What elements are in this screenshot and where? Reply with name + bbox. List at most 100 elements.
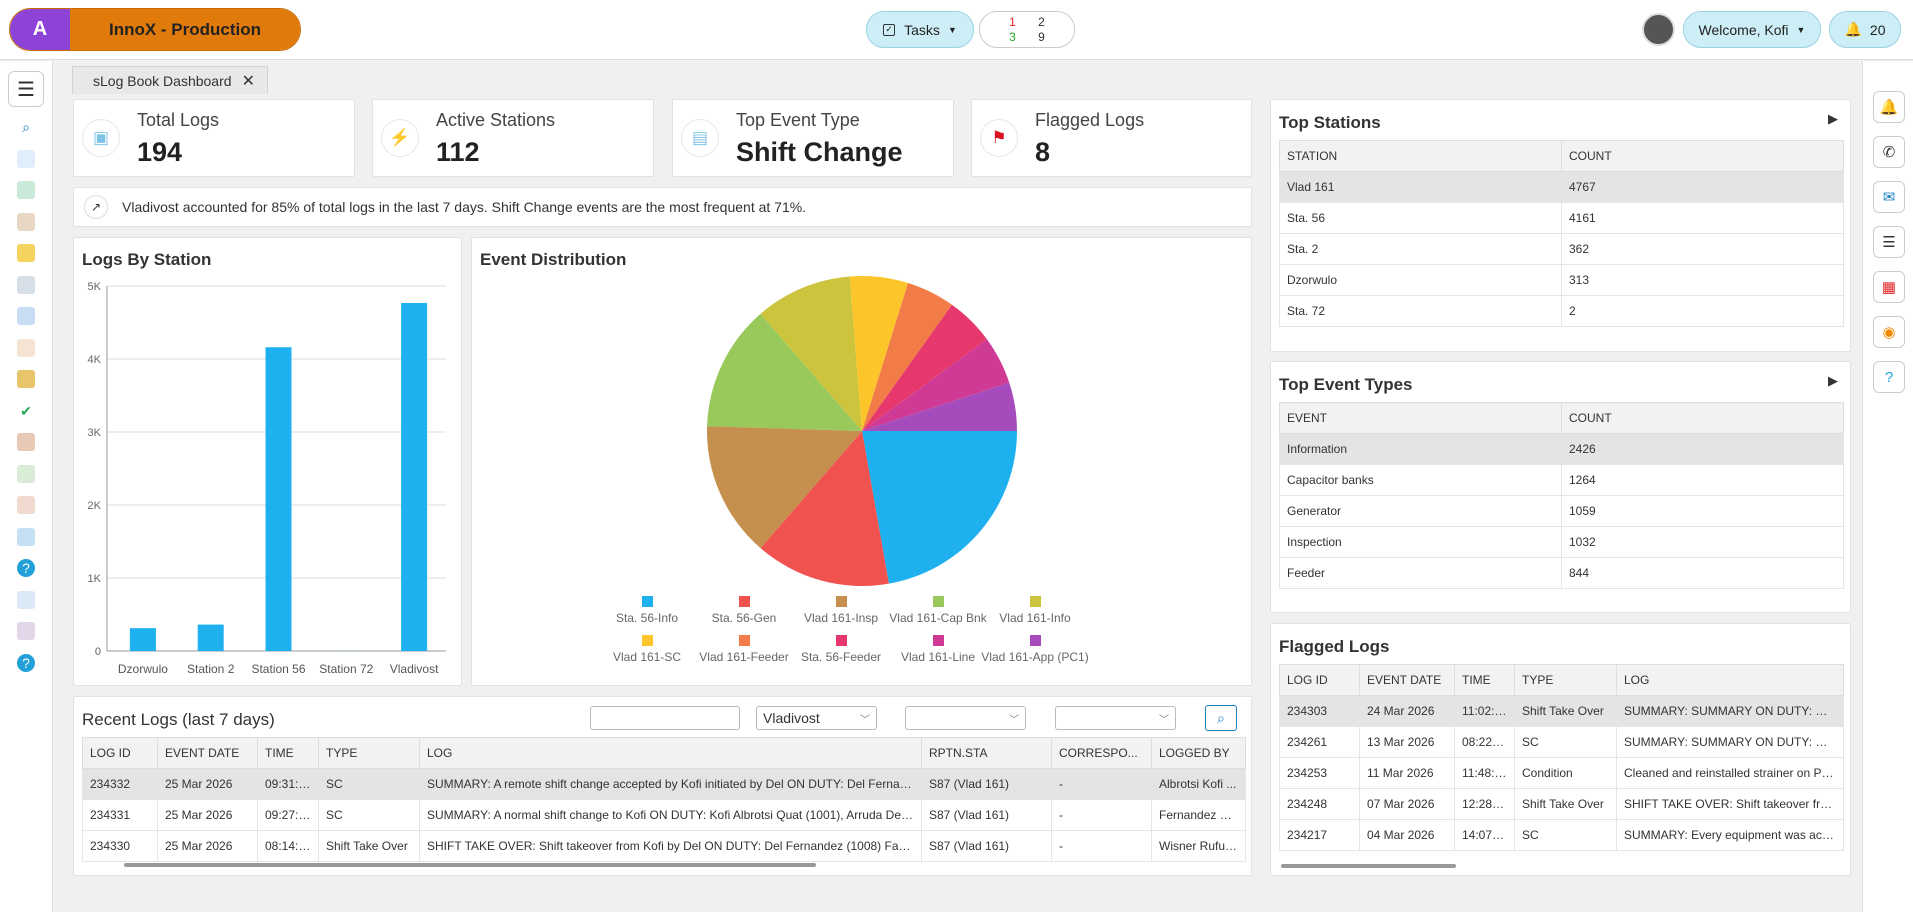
gauge-icon[interactable]	[17, 339, 35, 357]
table-row[interactable]: Sta. 56 4161	[1279, 202, 1844, 234]
welcome-menu[interactable]: Welcome, Kofi ▼	[1683, 11, 1821, 48]
tasks-button[interactable]: ✓ Tasks ▼	[866, 11, 974, 48]
rss-icon[interactable]: ◉	[1873, 316, 1905, 348]
col-header[interactable]: EVENT DATE	[1359, 664, 1455, 696]
mail-icon[interactable]: ✉	[1873, 181, 1905, 213]
horizontal-scrollbar[interactable]	[124, 863, 816, 867]
col-header[interactable]: RPTN.STA	[921, 737, 1052, 769]
col-header[interactable]: STATION	[1279, 140, 1562, 172]
table-row[interactable]: 234331 25 Mar 2026 09:27:29 SC SUMMARY: A no…	[82, 799, 1246, 831]
pie-slice[interactable]	[849, 276, 909, 431]
col-header[interactable]: COUNT	[1561, 140, 1844, 172]
col-header[interactable]: TIME	[1454, 664, 1515, 696]
notifications-button[interactable]: 🔔 20	[1829, 11, 1901, 48]
pie-slice[interactable]	[862, 282, 952, 431]
legend-item[interactable]: Vlad 161-Feeder	[689, 635, 799, 664]
legend-item[interactable]: Sta. 56-Gen	[689, 596, 799, 625]
avatar[interactable]	[1642, 13, 1675, 46]
col-header[interactable]: EVENT DATE	[157, 737, 258, 769]
calendar-icon[interactable]: ▦	[1873, 271, 1905, 303]
team-icon[interactable]	[17, 622, 35, 640]
table-row[interactable]: Sta. 72 2	[1279, 295, 1844, 327]
col-header[interactable]: CORRESPO...	[1051, 737, 1152, 769]
pie-slice[interactable]	[862, 382, 1017, 431]
help-icon-2[interactable]: ?	[17, 654, 35, 672]
table-row[interactable]: Feeder 844	[1279, 557, 1844, 589]
search-input[interactable]	[590, 706, 740, 730]
pie-slice[interactable]	[707, 426, 862, 549]
legend-item[interactable]: Vlad 161-Info	[980, 596, 1090, 625]
help-icon[interactable]: ?	[17, 559, 35, 577]
bell-icon[interactable]: 🔔	[1873, 91, 1905, 123]
play-icon[interactable]: ▶	[1828, 373, 1838, 388]
tab-dashboard[interactable]: sLog Book Dashboard ✕	[72, 66, 268, 94]
col-header[interactable]: EVENT	[1279, 402, 1562, 434]
legend-item[interactable]: Sta. 56-Feeder	[786, 635, 896, 664]
help-icon[interactable]: ?	[1873, 361, 1905, 393]
legend-item[interactable]: Sta. 56-Info	[592, 596, 702, 625]
app-brand[interactable]: A InnoX - Production	[9, 8, 301, 51]
pie-slice[interactable]	[760, 276, 862, 431]
close-icon[interactable]: ✕	[241, 72, 255, 90]
chart-icon[interactable]	[17, 465, 35, 483]
table-row[interactable]: 234332 25 Mar 2026 09:31:37 SC SUMMARY: A re…	[82, 768, 1246, 800]
window-icon[interactable]	[17, 528, 35, 546]
phone-icon[interactable]: ✆	[1873, 136, 1905, 168]
table-row[interactable]: Sta. 2 362	[1279, 233, 1844, 265]
person-icon[interactable]	[17, 496, 35, 514]
horizontal-scrollbar[interactable]	[1281, 864, 1456, 868]
briefcase-icon[interactable]	[17, 244, 35, 262]
grid-icon[interactable]	[17, 276, 35, 294]
pie-slice[interactable]	[707, 313, 862, 431]
table-row[interactable]: 234330 25 Mar 2026 08:14:00 Shift Take Over…	[82, 830, 1246, 862]
col-header[interactable]: TIME	[257, 737, 319, 769]
shield-icon[interactable]: ✔	[20, 402, 32, 419]
col-header[interactable]: LOG	[1616, 664, 1844, 696]
pie-slice[interactable]	[862, 304, 987, 431]
table-row[interactable]: Vlad 161 4767	[1279, 171, 1844, 203]
legend-item[interactable]: Vlad 161-Insp	[786, 596, 896, 625]
legend-item[interactable]: Vlad 161-Cap Bnk	[883, 596, 993, 625]
search-icon[interactable]: ⌕	[22, 118, 30, 135]
legend-item[interactable]: Vlad 161-SC	[592, 635, 702, 664]
table-row[interactable]: Dzorwulo 313	[1279, 264, 1844, 296]
col-header[interactable]: LOGGED BY	[1151, 737, 1246, 769]
station-select[interactable]: Vladivost ﹀	[756, 706, 877, 730]
col-header[interactable]: LOG ID	[82, 737, 158, 769]
binoculars-icon[interactable]: ⌕	[1205, 705, 1237, 731]
menu-icon[interactable]: ☰	[8, 71, 44, 107]
col-header[interactable]: LOG	[419, 737, 922, 769]
col-header[interactable]: TYPE	[1514, 664, 1617, 696]
pie-slice[interactable]	[862, 339, 1010, 431]
bar[interactable]	[401, 303, 428, 651]
col-header[interactable]: TYPE	[318, 737, 420, 769]
reports-icon[interactable]	[17, 150, 35, 168]
legend-item[interactable]: Vlad 161-Line	[883, 635, 993, 664]
modules-icon[interactable]	[17, 181, 35, 199]
gavel-icon[interactable]	[17, 433, 35, 451]
edit-icon[interactable]	[17, 591, 35, 609]
bar[interactable]	[197, 624, 224, 651]
col-header[interactable]: COUNT	[1561, 402, 1844, 434]
table-row[interactable]: 234261 13 Mar 2026 08:22:59 SC SUMMARY: SUMM…	[1279, 726, 1844, 758]
table-row[interactable]: Inspection 1032	[1279, 526, 1844, 558]
date-select[interactable]: ﹀	[1055, 706, 1176, 730]
play-icon[interactable]: ▶	[1828, 111, 1838, 126]
table-row[interactable]: Capacitor banks 1264	[1279, 464, 1844, 496]
bar[interactable]	[129, 628, 156, 651]
tools-icon[interactable]	[17, 307, 35, 325]
col-header[interactable]: LOG ID	[1279, 664, 1360, 696]
legend-item[interactable]: Vlad 161-App (PC1)	[980, 635, 1090, 664]
table-row[interactable]: Information 2426	[1279, 433, 1844, 465]
list-icon[interactable]: ☰	[1873, 226, 1905, 258]
table-row[interactable]: 234217 04 Mar 2026 14:07:06 SC SUMMARY: Ever…	[1279, 819, 1844, 851]
pie-slice[interactable]	[862, 431, 1017, 584]
table-row[interactable]: 234248 07 Mar 2026 12:28:00 Shift Take Over…	[1279, 788, 1844, 820]
table-row[interactable]: 234253 11 Mar 2026 11:48:55 Condition Cleane…	[1279, 757, 1844, 789]
bar[interactable]	[265, 347, 292, 651]
users-icon[interactable]	[17, 213, 35, 231]
type-select[interactable]: ﹀	[905, 706, 1026, 730]
table-row[interactable]: 234303 24 Mar 2026 11:02:00 Shift Take Over…	[1279, 695, 1844, 727]
building-icon[interactable]	[17, 370, 35, 388]
pie-slice[interactable]	[760, 431, 889, 586]
